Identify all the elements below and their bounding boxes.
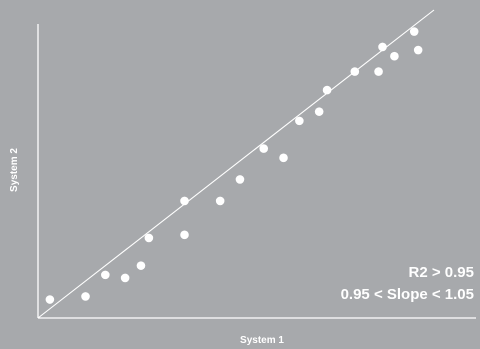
data-point-3 — [101, 270, 110, 280]
data-points — [45, 27, 423, 304]
data-point-1 — [45, 295, 55, 304]
data-point-7 — [180, 230, 189, 240]
data-point-5 — [136, 261, 146, 270]
data-point-18 — [378, 42, 387, 52]
data-point-9 — [215, 196, 225, 206]
data-point-20 — [409, 27, 419, 36]
data-point-15 — [322, 85, 332, 95]
data-point-4 — [120, 273, 130, 283]
data-point-17 — [374, 67, 383, 76]
data-point-11 — [259, 144, 269, 153]
data-point-13 — [295, 116, 304, 126]
fit-line — [37, 9, 435, 319]
data-point-14 — [314, 107, 324, 116]
y-axis-label: System 2 — [9, 148, 20, 192]
data-point-6 — [144, 233, 154, 243]
annotation-slope: 0.95 < Slope < 1.05 — [341, 286, 474, 303]
annotation-r2: R2 > 0.95 — [409, 264, 474, 281]
data-point-2 — [81, 292, 90, 301]
data-point-12 — [279, 153, 288, 163]
data-point-21 — [413, 45, 423, 55]
data-point-19 — [390, 51, 399, 61]
data-point-10 — [235, 175, 245, 184]
data-point-16 — [350, 67, 360, 76]
data-point-8 — [180, 196, 189, 206]
x-axis-label: System 1 — [240, 335, 284, 346]
